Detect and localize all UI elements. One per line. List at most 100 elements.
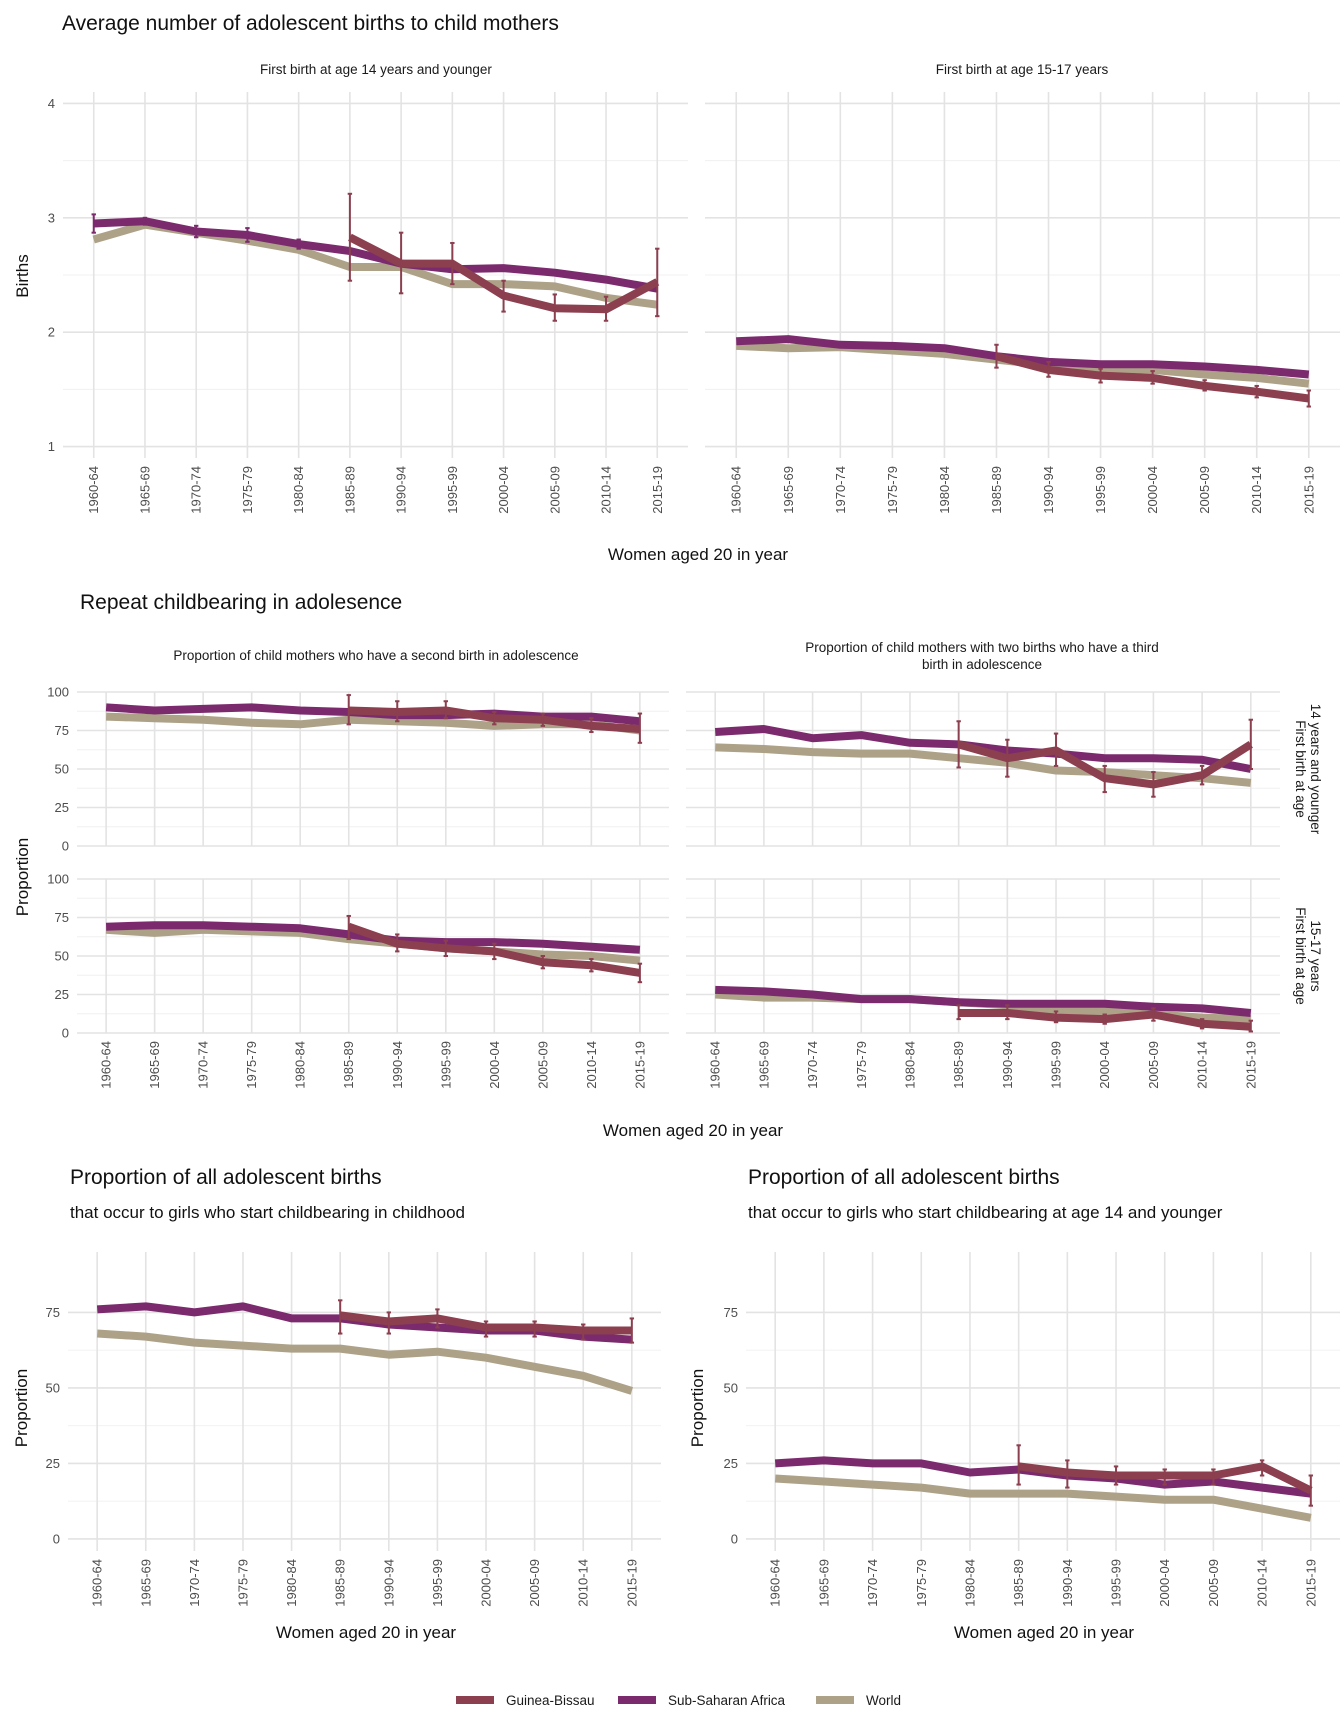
chart1-right-errorbar-guinea-bissau (1254, 384, 1259, 399)
chart2-top-left-y-tick-label: 75 (55, 723, 69, 738)
chart2-panel-bottom-left: 0 25 50 75 100 1960-64 1965-69 1970-74 1975-79 19… (47, 872, 669, 1089)
svg-text:Proportion of child mothers wi: Proportion of child mothers with two bir… (805, 640, 1158, 655)
chart2-bottom-left-errorbar-guinea-bissau (443, 939, 448, 957)
chart1-left-x-tick-label: 2005-09 (547, 466, 562, 514)
chart2-top-right-series-world (715, 743, 1252, 787)
chart1-left-y-tick-label: 3 (48, 210, 55, 225)
chart2-bottom-right-x-tick-label: 1960-64 (708, 1041, 723, 1089)
chart1-left-errorbar-guinea-bissau (603, 295, 609, 322)
chart4-x-tick-label: 1970-74 (865, 1559, 880, 1607)
chart1-left-x-tick-label: 1995-99 (445, 466, 460, 514)
chart1-right-x-tick-label: 1970-74 (833, 466, 848, 514)
chart1-right-errorbar-guinea-bissau (1306, 389, 1311, 408)
chart3-y-tick-label: 50 (46, 1380, 60, 1395)
chart3-x-tick-label: 2015-19 (624, 1559, 639, 1607)
chart3-x-tick-label: 2000-04 (479, 1559, 494, 1607)
chart2-top-left-errorbar-guinea-bissau (443, 700, 448, 720)
chart2-bottom-right-x-tick-label: 1990-94 (1000, 1041, 1015, 1089)
chart1-strip-right: First birth at age 15-17 years (936, 62, 1109, 77)
chart1-left-x-tick-label: 1960-64 (86, 466, 101, 514)
chart2-bottom-right-x-tick-label: 2015-19 (1243, 1041, 1258, 1089)
chart1-right-x-tick-label: 1965-69 (781, 466, 796, 514)
chart2-bottom-right-x-tick-label: 2010-14 (1195, 1041, 1210, 1089)
legend-label: Sub-Saharan Africa (668, 1693, 786, 1708)
chart2-bottom-left-x-tick-label: 2015-19 (632, 1041, 647, 1089)
chart2-bottom-right-series-sub-saharan-africa (715, 985, 1252, 1017)
chart1-right-x-tick-label: 1985-89 (989, 466, 1004, 514)
chart2-bottom-left-x-tick-label: 1975-79 (244, 1041, 259, 1089)
chart4-errorbar-guinea-bissau (1065, 1459, 1070, 1489)
chart2-bottom-right-errorbar-guinea-bissau (1199, 1018, 1205, 1030)
chart2-bottom-left-y-tick-label: 75 (55, 910, 69, 925)
chart4-y-tick-label: 0 (731, 1531, 738, 1546)
chart2-bottom-left-x-tick-label: 1995-99 (438, 1041, 453, 1089)
chart2-strip-row-bottom: First birth at age (1293, 907, 1308, 1005)
chart1-left-y-tick-label: 4 (48, 96, 55, 111)
chart1-right-errorbar-guinea-bissau (1202, 379, 1207, 392)
chart2-bottom-right-x-tick-label: 1980-84 (902, 1041, 917, 1089)
chart4-xlabel: Women aged 20 in year (954, 1623, 1135, 1642)
svg-text:birth in adolescence: birth in adolescence (922, 657, 1042, 672)
chart2-bottom-left-y-tick-label: 25 (55, 987, 69, 1002)
chart3-x-tick-label: 1995-99 (430, 1559, 445, 1607)
chart1-right-series-sub-saharan-africa (736, 335, 1310, 379)
chart2-bottom-left-errorbar-guinea-bissau (492, 942, 497, 961)
chart1-left-errorbar-guinea-bissau (347, 192, 353, 282)
legend-label: World (866, 1693, 901, 1708)
chart2-bottom-left-x-tick-label: 2000-04 (487, 1041, 502, 1089)
legend-item-world: World (816, 1693, 901, 1708)
chart2-bottom-left-x-tick-label: 1990-94 (390, 1041, 405, 1089)
chart2-bottom-left-x-tick-label: 2010-14 (584, 1041, 599, 1089)
chart4-x-tick-label: 1995-99 (1109, 1559, 1124, 1607)
chart4-y-tick-label: 75 (724, 1305, 738, 1320)
chart3-errorbar-guinea-bissau (581, 1323, 586, 1341)
chart3-x-tick-label: 1960-64 (90, 1559, 105, 1607)
chart1-right-x-tick-label: 1995-99 (1093, 466, 1108, 514)
chart1-right-x-tick-label: 1975-79 (885, 466, 900, 514)
chart1-left-errorbar-sub-saharan-africa (91, 213, 96, 234)
chart1-right-x-tick-label: 1980-84 (937, 466, 952, 514)
chart1-title: Average number of adolescent births to c… (62, 12, 559, 35)
chart1-left-x-tick-label: 1985-89 (342, 466, 357, 514)
chart3-errorbar-guinea-bissau (386, 1311, 392, 1335)
chart2-bottom-right-errorbar-guinea-bissau (1053, 1010, 1059, 1024)
chart3-panel: 0 25 50 75 1960-64 1965-69 1970-74 1975-79 1980-… (46, 1252, 661, 1607)
chart3-y-tick-label: 0 (53, 1531, 60, 1546)
chart3-title: Proportion of all adolescent births (70, 1166, 382, 1189)
chart3-series-world (96, 1329, 633, 1395)
chart2-panel-top-right (686, 691, 1280, 847)
chart1-right-errorbar-guinea-bissau (1150, 370, 1155, 385)
chart1-left-x-tick-label: 2010-14 (599, 466, 614, 514)
chart4-x-tick-label: 1965-69 (816, 1559, 831, 1607)
chart4-errorbar-guinea-bissau (1113, 1465, 1119, 1486)
chart1-left-errorbar-guinea-bissau (501, 279, 506, 313)
chart1-right-x-tick-label: 2000-04 (1145, 466, 1160, 514)
chart2-row-strips: First birth at age 14 years and youngerFi… (1293, 704, 1323, 1005)
chart4-errorbar-guinea-bissau (1308, 1474, 1313, 1507)
chart2-ylabel: Proportion (13, 838, 32, 916)
chart2-bottom-right-x-tick-label: 1985-89 (951, 1041, 966, 1089)
chart3-x-tick-label: 2005-09 (527, 1559, 542, 1607)
chart2-bottom-left-x-tick-label: 2005-09 (535, 1041, 550, 1089)
chart3-x-tick-label: 2010-14 (576, 1559, 591, 1607)
chart4-x-tick-label: 1975-79 (914, 1559, 929, 1607)
chart2-top-left-errorbar-guinea-bissau (492, 711, 497, 726)
chart1-right-x-tick-label: 1990-94 (1041, 466, 1056, 514)
chart1-left-errorbar-sub-saharan-africa (296, 238, 301, 250)
legend-label: Guinea-Bissau (506, 1693, 595, 1708)
chart2-top-right-errorbar-guinea-bissau (1151, 771, 1156, 798)
chart4-errorbar-guinea-bissau (1259, 1459, 1265, 1477)
chart2-top-right-errorbar-guinea-bissau (1248, 718, 1253, 770)
chart2-strip-col-left: Proportion of child mothers who have a s… (173, 648, 578, 663)
chart1-right-errorbar-guinea-bissau (994, 343, 999, 369)
chart3-series-sub-saharan-africa (96, 1302, 633, 1344)
chart3-errorbar-guinea-bissau (435, 1308, 440, 1329)
chart4-x-tick-label: 2000-04 (1157, 1559, 1172, 1607)
legend-item-guinea-bissau: Guinea-Bissau (456, 1693, 595, 1708)
chart2-bottom-right-x-tick-label: 1995-99 (1049, 1041, 1064, 1089)
chart4-errorbar-guinea-bissau (1016, 1444, 1021, 1486)
chart1-left-x-tick-label: 1970-74 (189, 466, 204, 514)
chart3-errorbar-guinea-bissau (629, 1317, 635, 1344)
chart3-y-tick-label: 75 (46, 1305, 60, 1320)
legend: Guinea-Bissau Sub-Saharan Africa World (456, 1693, 901, 1708)
